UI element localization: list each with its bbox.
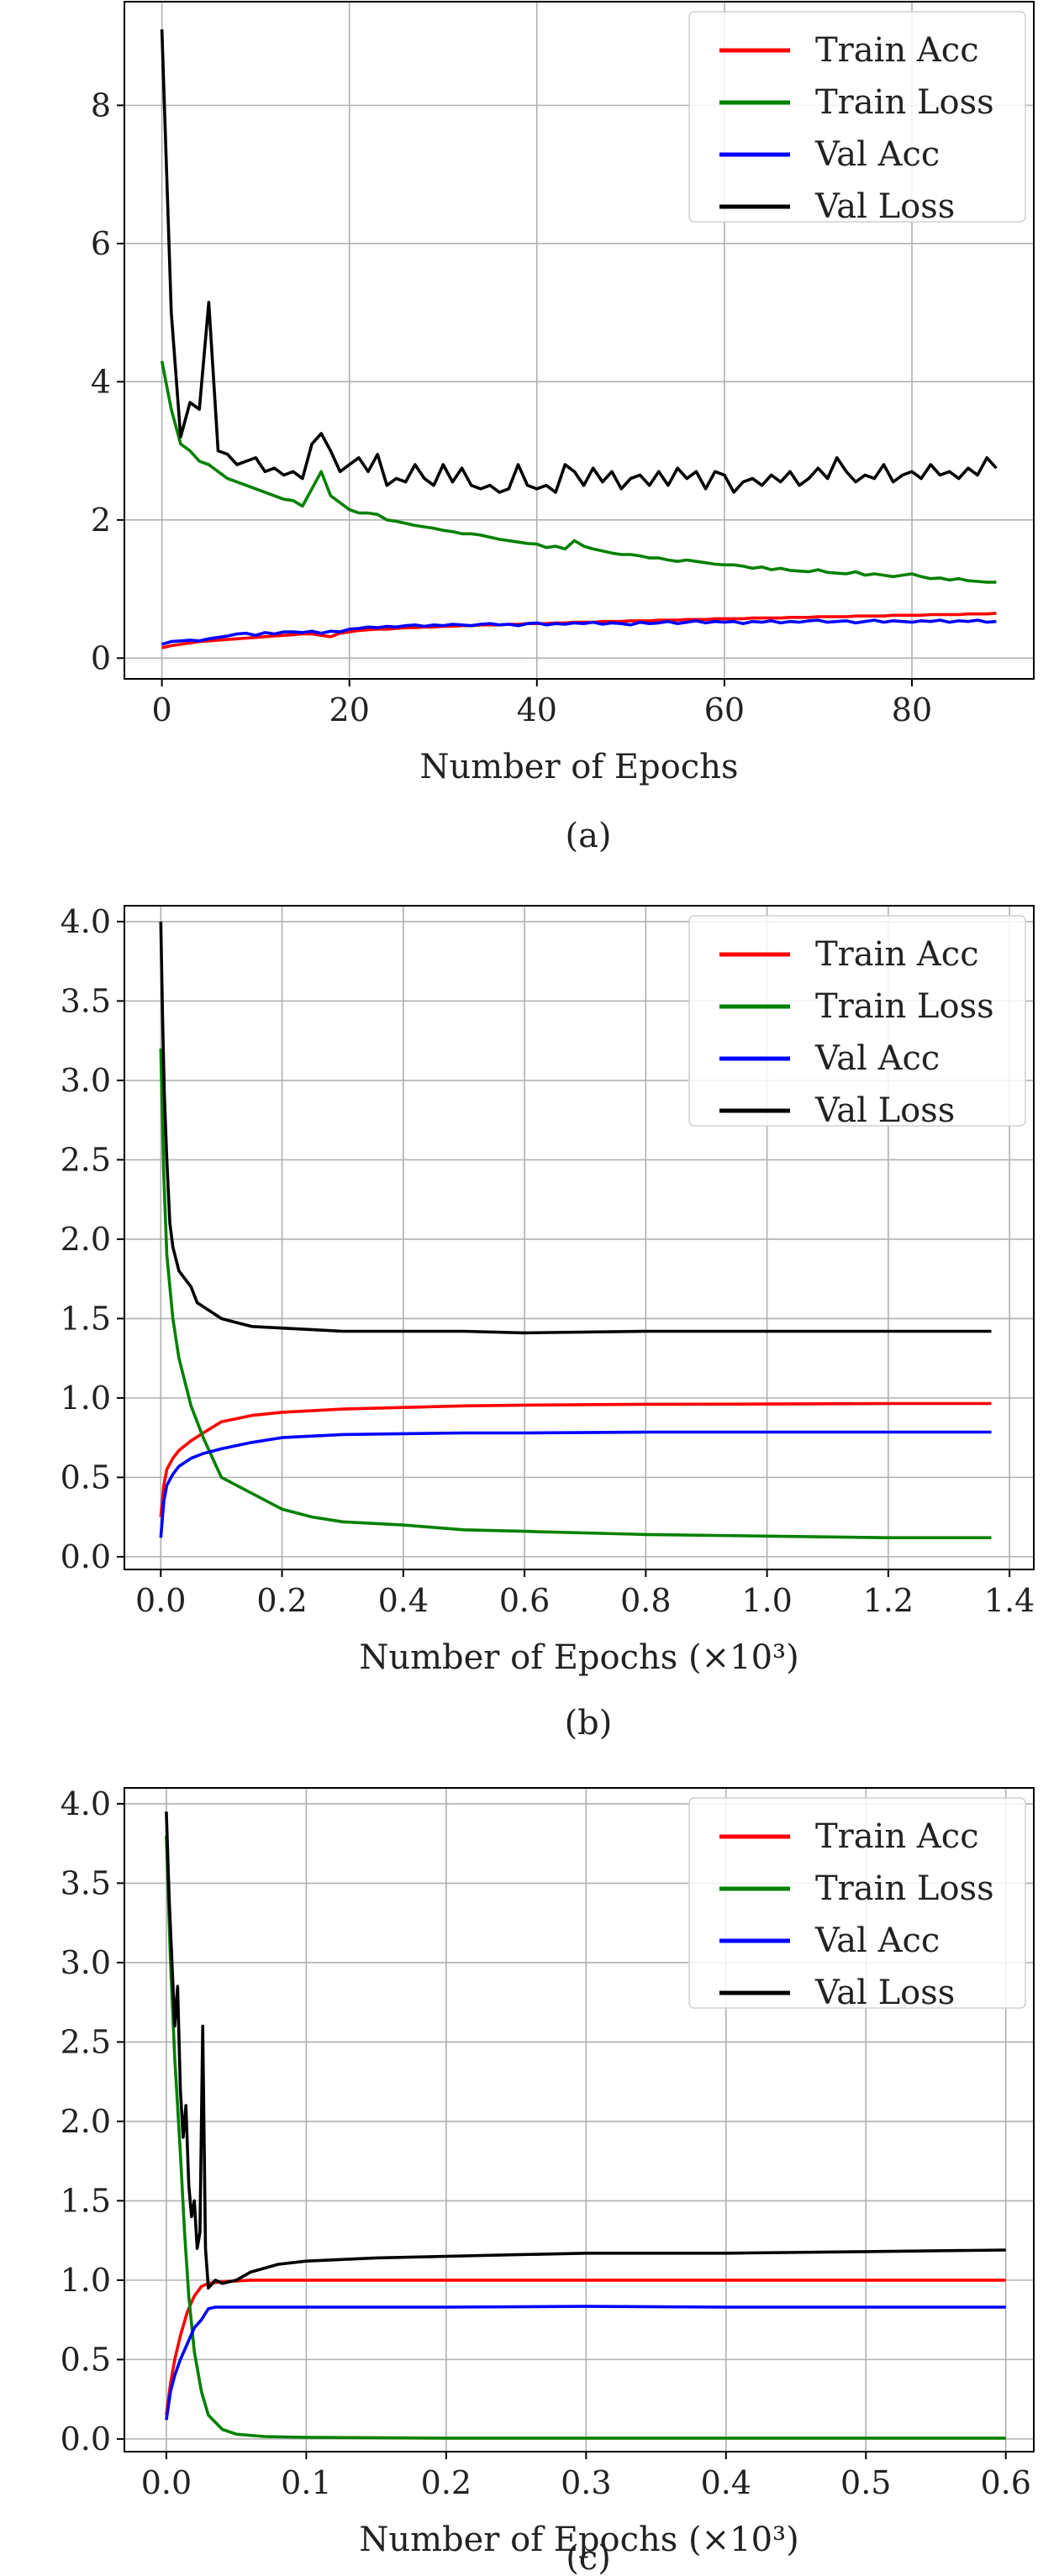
legend: Train Acc Train Loss Val Acc Val Loss [688, 915, 1026, 1130]
legend: Train Acc Train Loss Val Acc Val Loss [688, 11, 1026, 226]
y-tick-label: 2 [91, 502, 111, 539]
series-line-val-loss [165, 1811, 1006, 2290]
y-tick-label: 3.0 [61, 1944, 111, 1981]
x-tick-label: 0.3 [561, 2464, 611, 2501]
x-tick-label: 0.4 [378, 1582, 429, 1619]
panel-caption: (a) [565, 817, 611, 855]
x-axis-label: Number of Epochs [420, 748, 739, 786]
x-tick-label: 0.2 [421, 2464, 472, 2501]
legend-entry: Val Acc [814, 1921, 940, 1960]
y-tick-label: 3.5 [61, 1864, 111, 1901]
legend-box [688, 915, 1026, 1127]
x-tick-label: 0.4 [701, 2464, 751, 2501]
x-tick-label: 40 [517, 691, 557, 728]
x-axis-label: Number of Epochs (×10³) [359, 2521, 798, 2559]
y-tick-label: 0 [91, 639, 111, 676]
y-tick-label: 2.5 [61, 1141, 111, 1178]
x-tick-label: 0.0 [135, 1582, 186, 1619]
series-line-val-acc [159, 1430, 992, 1538]
y-tick-label: 6 [91, 225, 111, 262]
legend-entry: Train Loss [815, 1869, 994, 1908]
panel-caption: (c) [566, 2539, 611, 2576]
y-tick-label: 4.0 [61, 1785, 111, 1822]
legend-entry: Train Acc [815, 31, 979, 70]
x-tick-label: 60 [704, 691, 745, 728]
legend-entry: Train Loss [815, 987, 994, 1026]
x-tick-label: 0.1 [281, 2464, 331, 2501]
x-tick-label: 0.8 [620, 1582, 671, 1619]
legend-entry: Val Loss [814, 1091, 955, 1130]
x-tick-label: 0.5 [840, 2464, 891, 2501]
legend-entry: Val Acc [814, 135, 940, 174]
x-tick-label: 20 [329, 691, 370, 728]
y-tick-label: 0.0 [61, 1538, 111, 1575]
x-tick-label: 0 [152, 691, 172, 728]
y-tick-label: 4 [91, 363, 111, 400]
chart-panel-1: 0 20 40 60 80 0 2 4 6 8 Number of Epochs (a) Train A… [91, 1, 1035, 855]
legend-box [688, 11, 1026, 223]
legend-entry: Val Loss [814, 187, 955, 226]
series-line-train-loss [165, 1835, 1006, 2440]
legend-entry: Train Acc [815, 1817, 979, 1856]
y-tick-label: 1.0 [61, 1380, 111, 1417]
plot-frame [124, 1787, 1035, 2452]
y-tick-label: 2.0 [61, 1221, 111, 1258]
legend-entry: Val Loss [814, 1974, 955, 2012]
series-line-val-loss [160, 29, 998, 494]
x-tick-label: 0.6 [499, 1582, 550, 1619]
x-tick-label: 0.2 [256, 1582, 307, 1619]
x-tick-label: 0.6 [980, 2464, 1030, 2501]
y-tick-label: 0.5 [61, 2341, 111, 2378]
x-axis-label: Number of Epochs (×10³) [359, 1638, 798, 1677]
y-tick-label: 3.5 [61, 982, 111, 1019]
x-tick-label: 1.0 [741, 1582, 792, 1619]
legend-entry: Val Acc [814, 1039, 940, 1078]
x-tick-label: 1.2 [863, 1582, 914, 1619]
y-tick-label: 2.5 [61, 2023, 111, 2060]
series-line-val-acc [165, 2305, 1006, 2421]
y-tick-label: 1.0 [61, 2262, 111, 2299]
x-tick-label: 80 [892, 691, 932, 728]
series-line-train-loss [159, 1049, 992, 1539]
chart-panel-3: 0.0 0.1 0.2 0.3 0.4 0.5 0.6 0.0 0.5 1.0 1.5 2.0 2.5 3… [61, 1785, 1035, 2576]
legend: Train Acc Train Loss Val Acc Val Loss [688, 1797, 1026, 2012]
legend-entry: Train Acc [815, 935, 979, 974]
series-line-val-acc [161, 618, 997, 646]
y-tick-label: 1.5 [61, 1300, 111, 1337]
x-tick-label: 0.0 [141, 2464, 192, 2501]
x-tick-label: 1.4 [984, 1582, 1035, 1619]
panel-caption: (b) [565, 1704, 613, 1743]
series-line-val-loss [159, 921, 992, 1335]
legend-entry: Train Loss [815, 83, 994, 122]
plot-frame [124, 905, 1035, 1570]
y-tick-label: 0.0 [61, 2421, 111, 2458]
y-tick-label: 1.5 [61, 2182, 111, 2219]
chart-panel-2: 0.0 0.2 0.4 0.6 0.8 1.0 1.2 1.4 0.0 0.5 1.0 1.5 2.0 2… [61, 903, 1035, 1743]
y-tick-label: 8 [91, 87, 111, 124]
plot-frame [124, 1, 1035, 680]
legend-box [688, 1797, 1026, 2009]
y-tick-label: 3.0 [61, 1062, 111, 1099]
series-line-train-acc [159, 1401, 992, 1517]
y-tick-label: 2.0 [61, 2103, 111, 2140]
y-tick-label: 4.0 [61, 903, 111, 940]
y-tick-label: 0.5 [61, 1459, 111, 1496]
series-line-train-loss [160, 360, 997, 584]
series-line-train-acc [165, 2279, 1006, 2416]
